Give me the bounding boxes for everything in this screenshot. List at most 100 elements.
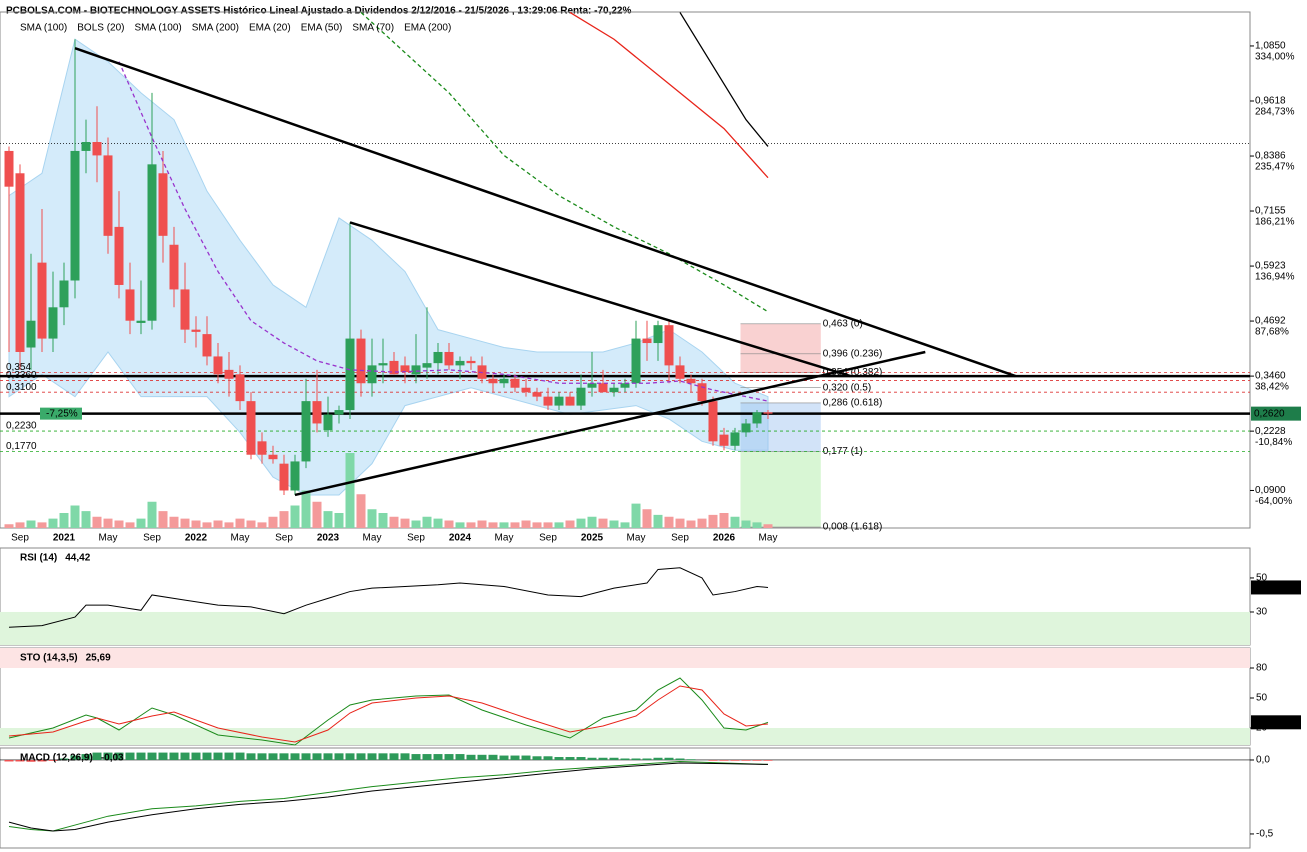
- y-tick-label: 0,4692: [1255, 316, 1286, 327]
- x-tick-label: Sep: [275, 533, 293, 544]
- macd-hist: [752, 759, 762, 761]
- candle-body: [235, 374, 245, 402]
- candle-body: [444, 351, 454, 366]
- candle-body: [532, 392, 542, 397]
- volume-bar: [290, 505, 300, 528]
- candle-body: [378, 363, 388, 366]
- fib-label: 0,286 (0.618): [823, 398, 883, 409]
- macd-hist: [708, 759, 718, 761]
- macd-hist: [246, 753, 256, 760]
- indicator-line: [8, 685, 769, 743]
- fib-label: 0,008 (1.618): [823, 522, 883, 533]
- volume-bar: [158, 511, 168, 528]
- fib-zone-blue: [740, 402, 821, 452]
- candle-body: [675, 365, 685, 379]
- macd-hist: [213, 752, 223, 760]
- volume-bar: [422, 516, 432, 528]
- macd-hist: [686, 759, 696, 760]
- volume-bar: [543, 522, 553, 528]
- volume-bar: [400, 518, 410, 528]
- volume-bar: [741, 520, 751, 528]
- change-box: [40, 407, 82, 420]
- y-pct-label: 38,42%: [1255, 382, 1289, 393]
- macd-hist: [598, 757, 608, 760]
- volume-bar: [235, 518, 245, 528]
- macd-hist: [631, 758, 641, 760]
- candle-body: [114, 226, 124, 285]
- volume-bar: [763, 524, 773, 528]
- y-tick-label: 50: [1256, 573, 1268, 584]
- candle-body: [466, 360, 476, 364]
- candle-body: [422, 363, 432, 368]
- y-tick-label: 80: [1256, 663, 1268, 674]
- candle-body: [334, 410, 344, 415]
- x-tick-label: Sep: [539, 533, 557, 544]
- x-tick-label: Sep: [11, 533, 29, 544]
- x-tick-label: May: [99, 533, 118, 544]
- macd-hist: [48, 759, 58, 761]
- volume-bar: [499, 522, 509, 528]
- candle-body: [257, 441, 267, 455]
- candle-body: [653, 325, 663, 344]
- volume-bar: [444, 520, 454, 528]
- candle-body: [169, 244, 179, 290]
- macd-hist: [268, 753, 278, 760]
- candle-body: [455, 360, 465, 366]
- candle-body: [125, 289, 135, 321]
- macd-hist: [202, 752, 212, 760]
- trend-line: [294, 350, 926, 497]
- macd-hist: [620, 758, 630, 760]
- macd-hist: [730, 759, 740, 761]
- volume-bar: [125, 522, 135, 528]
- candle-body: [554, 396, 564, 406]
- macd-hist: [741, 759, 751, 761]
- macd-hist: [312, 753, 322, 760]
- macd-hist: [235, 752, 245, 760]
- panel-value: 44,42: [65, 553, 90, 564]
- y-pct-label: 136,94%: [1255, 272, 1295, 283]
- macd-hist: [565, 757, 575, 760]
- level-label: 0,354: [6, 362, 31, 373]
- last-value-label: 44,423: [1254, 582, 1285, 593]
- candle-body: [191, 329, 201, 332]
- macd-hist: [675, 758, 685, 760]
- candle-body: [598, 383, 608, 393]
- candle-body: [103, 155, 113, 236]
- candle-body: [389, 360, 399, 375]
- macd-hist: [81, 754, 91, 760]
- volume-bar: [59, 513, 69, 528]
- fib-zone-red: [740, 323, 821, 373]
- macd-hist: [499, 755, 509, 760]
- volume-bar: [653, 514, 663, 528]
- level-label: 0,2230: [6, 421, 37, 432]
- candle-body: [686, 378, 696, 384]
- macd-hist: [4, 759, 14, 762]
- x-tick-label: May: [759, 533, 778, 544]
- legend-entry: BOLS (20): [77, 23, 124, 34]
- macd-hist: [26, 759, 36, 762]
- volume-bar: [301, 490, 311, 528]
- bollinger-band: [8, 38, 769, 496]
- macd-hist: [400, 753, 410, 760]
- macd-hist: [323, 753, 333, 760]
- y-tick-label: 30: [1256, 607, 1268, 618]
- macd-hist: [59, 758, 69, 760]
- legend-entry: EMA (50): [301, 23, 343, 34]
- indicator-line: [569, 11, 769, 179]
- volume-bar: [620, 522, 630, 528]
- volume-bar: [4, 524, 14, 528]
- candle-body: [664, 325, 674, 366]
- y-tick-label: -0,5: [1256, 829, 1274, 840]
- macd-hist: [378, 753, 388, 760]
- candle-body: [279, 463, 289, 491]
- y-tick-label: 0,7155: [1255, 206, 1286, 217]
- volume-bar: [202, 522, 212, 528]
- x-tick-label: May: [495, 533, 514, 544]
- last-price-label: 0,2620: [1254, 408, 1285, 419]
- candle-body: [521, 387, 531, 393]
- candle-body: [48, 307, 58, 339]
- macd-hist: [521, 755, 531, 760]
- candle-body: [81, 142, 91, 151]
- macd-hist: [15, 759, 25, 762]
